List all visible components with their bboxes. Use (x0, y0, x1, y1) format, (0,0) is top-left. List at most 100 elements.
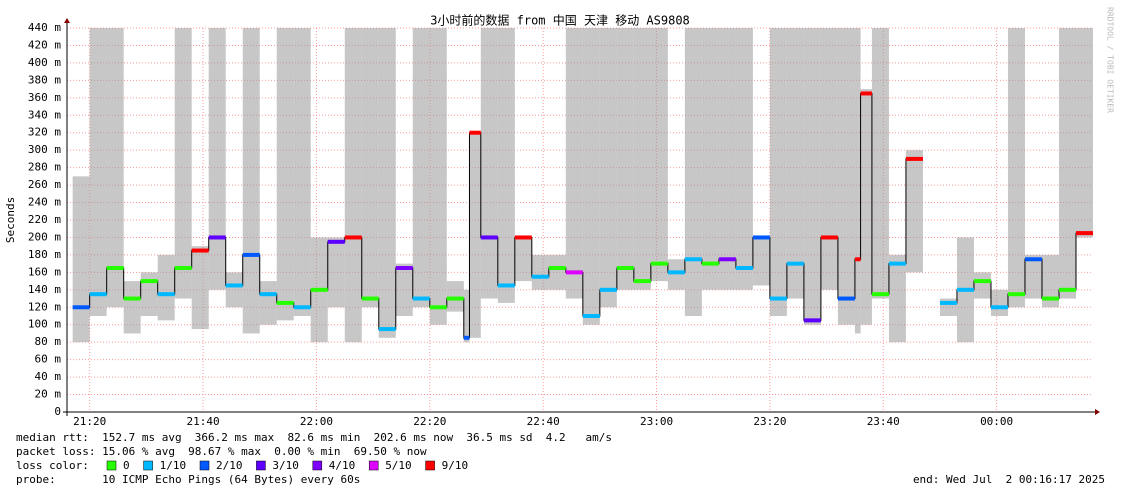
median-marker (208, 235, 226, 240)
median-marker (242, 252, 260, 257)
smoke (854, 28, 861, 334)
y-tick-label: 0 (54, 405, 61, 418)
smoke (1058, 28, 1076, 299)
smoke (599, 28, 617, 308)
median-marker (786, 261, 804, 266)
smoke (344, 28, 362, 343)
smoke (735, 28, 753, 290)
median-marker (310, 287, 328, 292)
y-tick-label: 160 m (28, 265, 61, 278)
median-marker (871, 292, 889, 297)
median-marker (548, 266, 566, 270)
smoke (480, 28, 498, 299)
smoke (1024, 254, 1042, 299)
legend-swatch (312, 460, 323, 471)
smoke (531, 254, 549, 290)
legend-swatch (256, 460, 266, 471)
median-marker (1041, 296, 1059, 301)
smoke (497, 28, 515, 303)
legend-label: 3/10 (272, 459, 299, 472)
y-tick-label: 240 m (28, 196, 61, 209)
rtt-stats: median rtt: 152.7 ms avg 366.2 ms max 82… (16, 431, 612, 444)
median-marker (769, 296, 787, 301)
median-marker (684, 257, 702, 262)
median-marker (888, 261, 906, 266)
median-marker (514, 235, 532, 240)
y-tick-label: 320 m (28, 126, 61, 139)
median-marker (860, 91, 872, 96)
legend-swatch (106, 460, 117, 471)
x-axis-arrow (1095, 409, 1100, 415)
median-marker (276, 300, 294, 305)
end-time: end: Wed Jul 2 00:16:17 2025 (913, 473, 1105, 486)
median-marker (667, 270, 685, 275)
smoke (293, 28, 311, 316)
smoke (684, 28, 702, 316)
loss-legend-label: loss color: (16, 459, 89, 472)
median-marker (735, 266, 753, 270)
median-marker (1007, 292, 1025, 297)
smoke (361, 28, 379, 308)
median-marker (463, 335, 470, 340)
y-tick-label: 100 m (28, 318, 61, 331)
legend-swatch (368, 460, 379, 471)
smoke (1007, 28, 1025, 308)
median-marker (327, 239, 345, 244)
smoke (463, 289, 470, 343)
median-marker (973, 279, 991, 284)
smoke (446, 281, 464, 312)
legend-label: 0 (123, 459, 130, 472)
median-marker (446, 296, 464, 301)
smoke (905, 150, 923, 273)
median-marker (1058, 287, 1076, 292)
smoke (667, 259, 685, 290)
median-marker (469, 130, 481, 135)
smoke (565, 28, 583, 299)
median-marker (803, 318, 821, 323)
y-tick-label: 120 m (28, 300, 61, 313)
y-tick-label: 140 m (28, 283, 61, 296)
y-tick-label: 440 m (28, 21, 61, 34)
median-marker (293, 305, 311, 310)
smoke (752, 237, 770, 286)
x-tick-label: 22:20 (413, 415, 446, 428)
median-marker (905, 156, 923, 161)
smoke (803, 28, 821, 325)
median-marker (939, 300, 957, 305)
median-marker (412, 296, 430, 301)
median-marker (106, 266, 124, 270)
legend-label: 5/10 (385, 459, 412, 472)
legend-label: 9/10 (442, 459, 469, 472)
smoke (378, 28, 396, 338)
smoke (701, 28, 719, 290)
y-axis-label: Seconds (4, 197, 17, 243)
smoke (548, 254, 566, 290)
y-tick-label: 220 m (28, 213, 61, 226)
legend-swatch (143, 460, 153, 471)
y-tick-label: 20 m (35, 388, 62, 401)
loss-stats: packet loss: 15.06 % avg 98.67 % max 0.0… (16, 445, 427, 458)
smoke (888, 254, 906, 343)
smoke (157, 254, 175, 321)
median-marker (1024, 257, 1042, 262)
y-tick-label: 380 m (28, 73, 61, 86)
median-marker (174, 266, 192, 270)
smoke (191, 246, 209, 330)
legend-swatch (425, 460, 435, 471)
y-tick-label: 40 m (35, 370, 62, 383)
smoke (1041, 254, 1059, 308)
smoke (582, 28, 600, 325)
smoke (174, 28, 192, 299)
median-marker (429, 305, 447, 310)
smoke (259, 281, 277, 325)
median-marker (259, 292, 277, 297)
smoke (395, 263, 413, 316)
y-tick-label: 300 m (28, 143, 61, 156)
median-marker (480, 235, 498, 240)
smoke (123, 281, 141, 334)
smoke (106, 28, 124, 308)
smoke (225, 272, 243, 308)
smoke (276, 28, 294, 321)
